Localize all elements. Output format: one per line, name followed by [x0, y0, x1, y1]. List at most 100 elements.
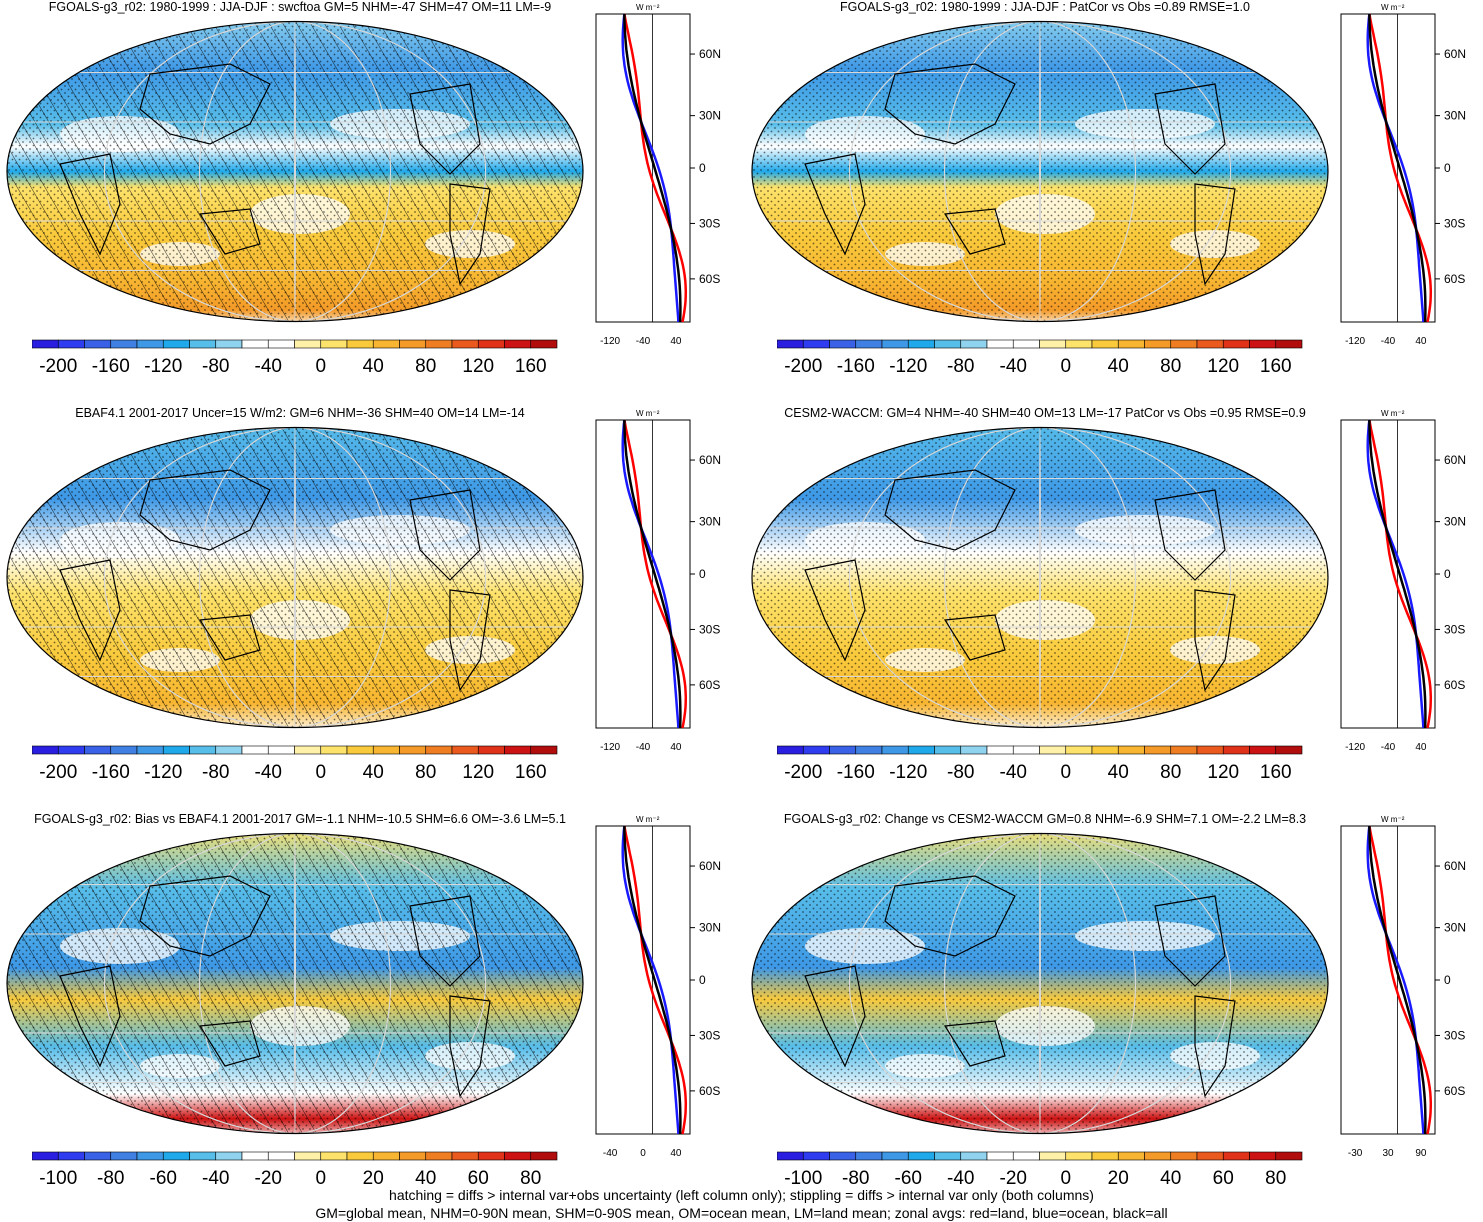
svg-text:60N: 60N [699, 47, 721, 61]
svg-text:0: 0 [1060, 1168, 1071, 1189]
svg-text:120: 120 [1207, 762, 1239, 783]
svg-text:80: 80 [415, 762, 436, 783]
robinson-map [751, 20, 1329, 323]
svg-text:160: 160 [515, 356, 547, 377]
svg-text:-120: -120 [889, 356, 927, 377]
colorbar: -200-160-120-80-4004080120160200 [777, 339, 1303, 377]
svg-text:60S: 60S [1444, 1084, 1465, 1098]
svg-text:0: 0 [699, 567, 706, 581]
svg-text:80: 80 [415, 356, 436, 377]
robinson-map [6, 426, 584, 729]
svg-text:W m⁻²: W m⁻² [636, 409, 660, 418]
svg-text:-30: -30 [1348, 1148, 1363, 1159]
svg-text:-40: -40 [1381, 336, 1396, 347]
svg-text:120: 120 [1207, 356, 1239, 377]
svg-text:20: 20 [363, 1168, 384, 1189]
svg-text:30S: 30S [1444, 622, 1465, 636]
robinson-map [751, 426, 1329, 729]
svg-text:30S: 30S [699, 622, 720, 636]
svg-text:40: 40 [670, 742, 682, 753]
svg-text:80: 80 [1160, 762, 1181, 783]
colorbar: -200-160-120-80-4004080120160200 [777, 745, 1303, 783]
svg-text:-200: -200 [39, 356, 77, 377]
svg-text:60S: 60S [699, 678, 720, 692]
svg-text:-40: -40 [1000, 356, 1027, 377]
svg-text:30N: 30N [699, 109, 721, 123]
svg-text:0: 0 [315, 1168, 326, 1189]
svg-text:-120: -120 [600, 742, 620, 753]
svg-text:30S: 30S [1444, 1028, 1465, 1042]
svg-text:60S: 60S [699, 1084, 720, 1098]
svg-text:60: 60 [468, 1168, 489, 1189]
svg-text:-80: -80 [947, 762, 974, 783]
robinson-map [751, 832, 1329, 1135]
svg-text:30S: 30S [699, 216, 720, 230]
panel-top-right: FGOALS-g3_r02: 1980-1999 : JJA-DJF : Pat… [745, 0, 1483, 400]
caption-line-1: hatching = diffs > internal var+obs unce… [389, 1187, 1094, 1203]
svg-text:40: 40 [1108, 356, 1129, 377]
panel-title: FGOALS-g3_r02: Bias vs EBAF4.1 2001-2017… [34, 812, 566, 826]
svg-text:30N: 30N [1444, 921, 1466, 935]
svg-text:40: 40 [670, 336, 682, 347]
svg-text:30S: 30S [1444, 216, 1465, 230]
svg-text:-40: -40 [1000, 762, 1027, 783]
colorbar: -200-160-120-80-4004080120160200 [32, 745, 558, 783]
zonal-mean-plot: W m⁻² 60N 30N 0 30S 60S -120 -40 40 [595, 3, 721, 347]
svg-text:-80: -80 [947, 356, 974, 377]
svg-text:-40: -40 [636, 336, 651, 347]
svg-text:60N: 60N [1444, 453, 1466, 467]
svg-text:40: 40 [363, 356, 384, 377]
panel-title: FGOALS-g3_r02: Change vs CESM2-WACCM GM=… [783, 812, 1307, 826]
svg-text:-200: -200 [39, 762, 77, 783]
zonal-mean-plot: W m⁻² 60N 30N 0 30S 60S -120 -40 40 [595, 409, 721, 753]
svg-text:-200: -200 [784, 356, 822, 377]
svg-text:40: 40 [1108, 762, 1129, 783]
svg-text:-160: -160 [92, 356, 130, 377]
svg-text:60N: 60N [1444, 859, 1466, 873]
colorbar: -100-80-60-40-20020406080100 [32, 1151, 558, 1189]
svg-text:0: 0 [640, 1148, 646, 1159]
svg-text:80: 80 [1160, 356, 1181, 377]
svg-text:40: 40 [415, 1168, 436, 1189]
svg-text:40: 40 [363, 762, 384, 783]
svg-text:-120: -120 [889, 762, 927, 783]
zonal-mean-plot: W m⁻² 60N 30N 0 30S 60S -40 0 40 [595, 815, 721, 1159]
svg-text:-80: -80 [202, 356, 229, 377]
svg-text:-160: -160 [92, 762, 130, 783]
svg-text:-80: -80 [97, 1168, 124, 1189]
svg-text:20: 20 [1108, 1168, 1129, 1189]
panel-bottom-left: FGOALS-g3_r02: Bias vs EBAF4.1 2001-2017… [0, 812, 740, 1212]
svg-text:-40: -40 [1381, 742, 1396, 753]
colorbar: -200-160-120-80-4004080120160200 [32, 339, 558, 377]
figure-caption: hatching = diffs > internal var+obs unce… [0, 1186, 1483, 1222]
svg-text:-40: -40 [255, 762, 282, 783]
svg-text:60S: 60S [1444, 678, 1465, 692]
svg-text:W m⁻²: W m⁻² [1381, 409, 1405, 418]
svg-text:160: 160 [1260, 356, 1292, 377]
svg-text:30S: 30S [699, 1028, 720, 1042]
zonal-mean-plot: W m⁻² 60N 30N 0 30S 60S -120 -40 40 [1340, 409, 1466, 753]
panel-title: FGOALS-g3_r02: 1980-1999 : JJA-DJF : swc… [48, 0, 552, 14]
svg-text:W m⁻²: W m⁻² [636, 3, 660, 12]
svg-text:-20: -20 [255, 1168, 282, 1189]
svg-text:W m⁻²: W m⁻² [1381, 3, 1405, 12]
svg-text:-40: -40 [202, 1168, 229, 1189]
svg-text:-20: -20 [1000, 1168, 1027, 1189]
svg-text:W m⁻²: W m⁻² [636, 815, 660, 824]
svg-text:0: 0 [1060, 356, 1071, 377]
svg-text:60N: 60N [699, 859, 721, 873]
svg-text:-200: -200 [784, 762, 822, 783]
svg-text:0: 0 [699, 973, 706, 987]
zonal-mean-plot: W m⁻² 60N 30N 0 30S 60S -30 30 90 [1340, 815, 1466, 1159]
svg-text:-120: -120 [600, 336, 620, 347]
svg-text:30N: 30N [699, 921, 721, 935]
panel-bottom-right: FGOALS-g3_r02: Change vs CESM2-WACCM GM=… [745, 812, 1483, 1212]
svg-text:60: 60 [1213, 1168, 1234, 1189]
svg-text:30N: 30N [1444, 515, 1466, 529]
svg-text:0: 0 [699, 161, 706, 175]
svg-text:-40: -40 [947, 1168, 974, 1189]
svg-text:-60: -60 [895, 1168, 922, 1189]
svg-text:0: 0 [315, 356, 326, 377]
svg-text:-80: -80 [842, 1168, 869, 1189]
svg-text:160: 160 [515, 762, 547, 783]
